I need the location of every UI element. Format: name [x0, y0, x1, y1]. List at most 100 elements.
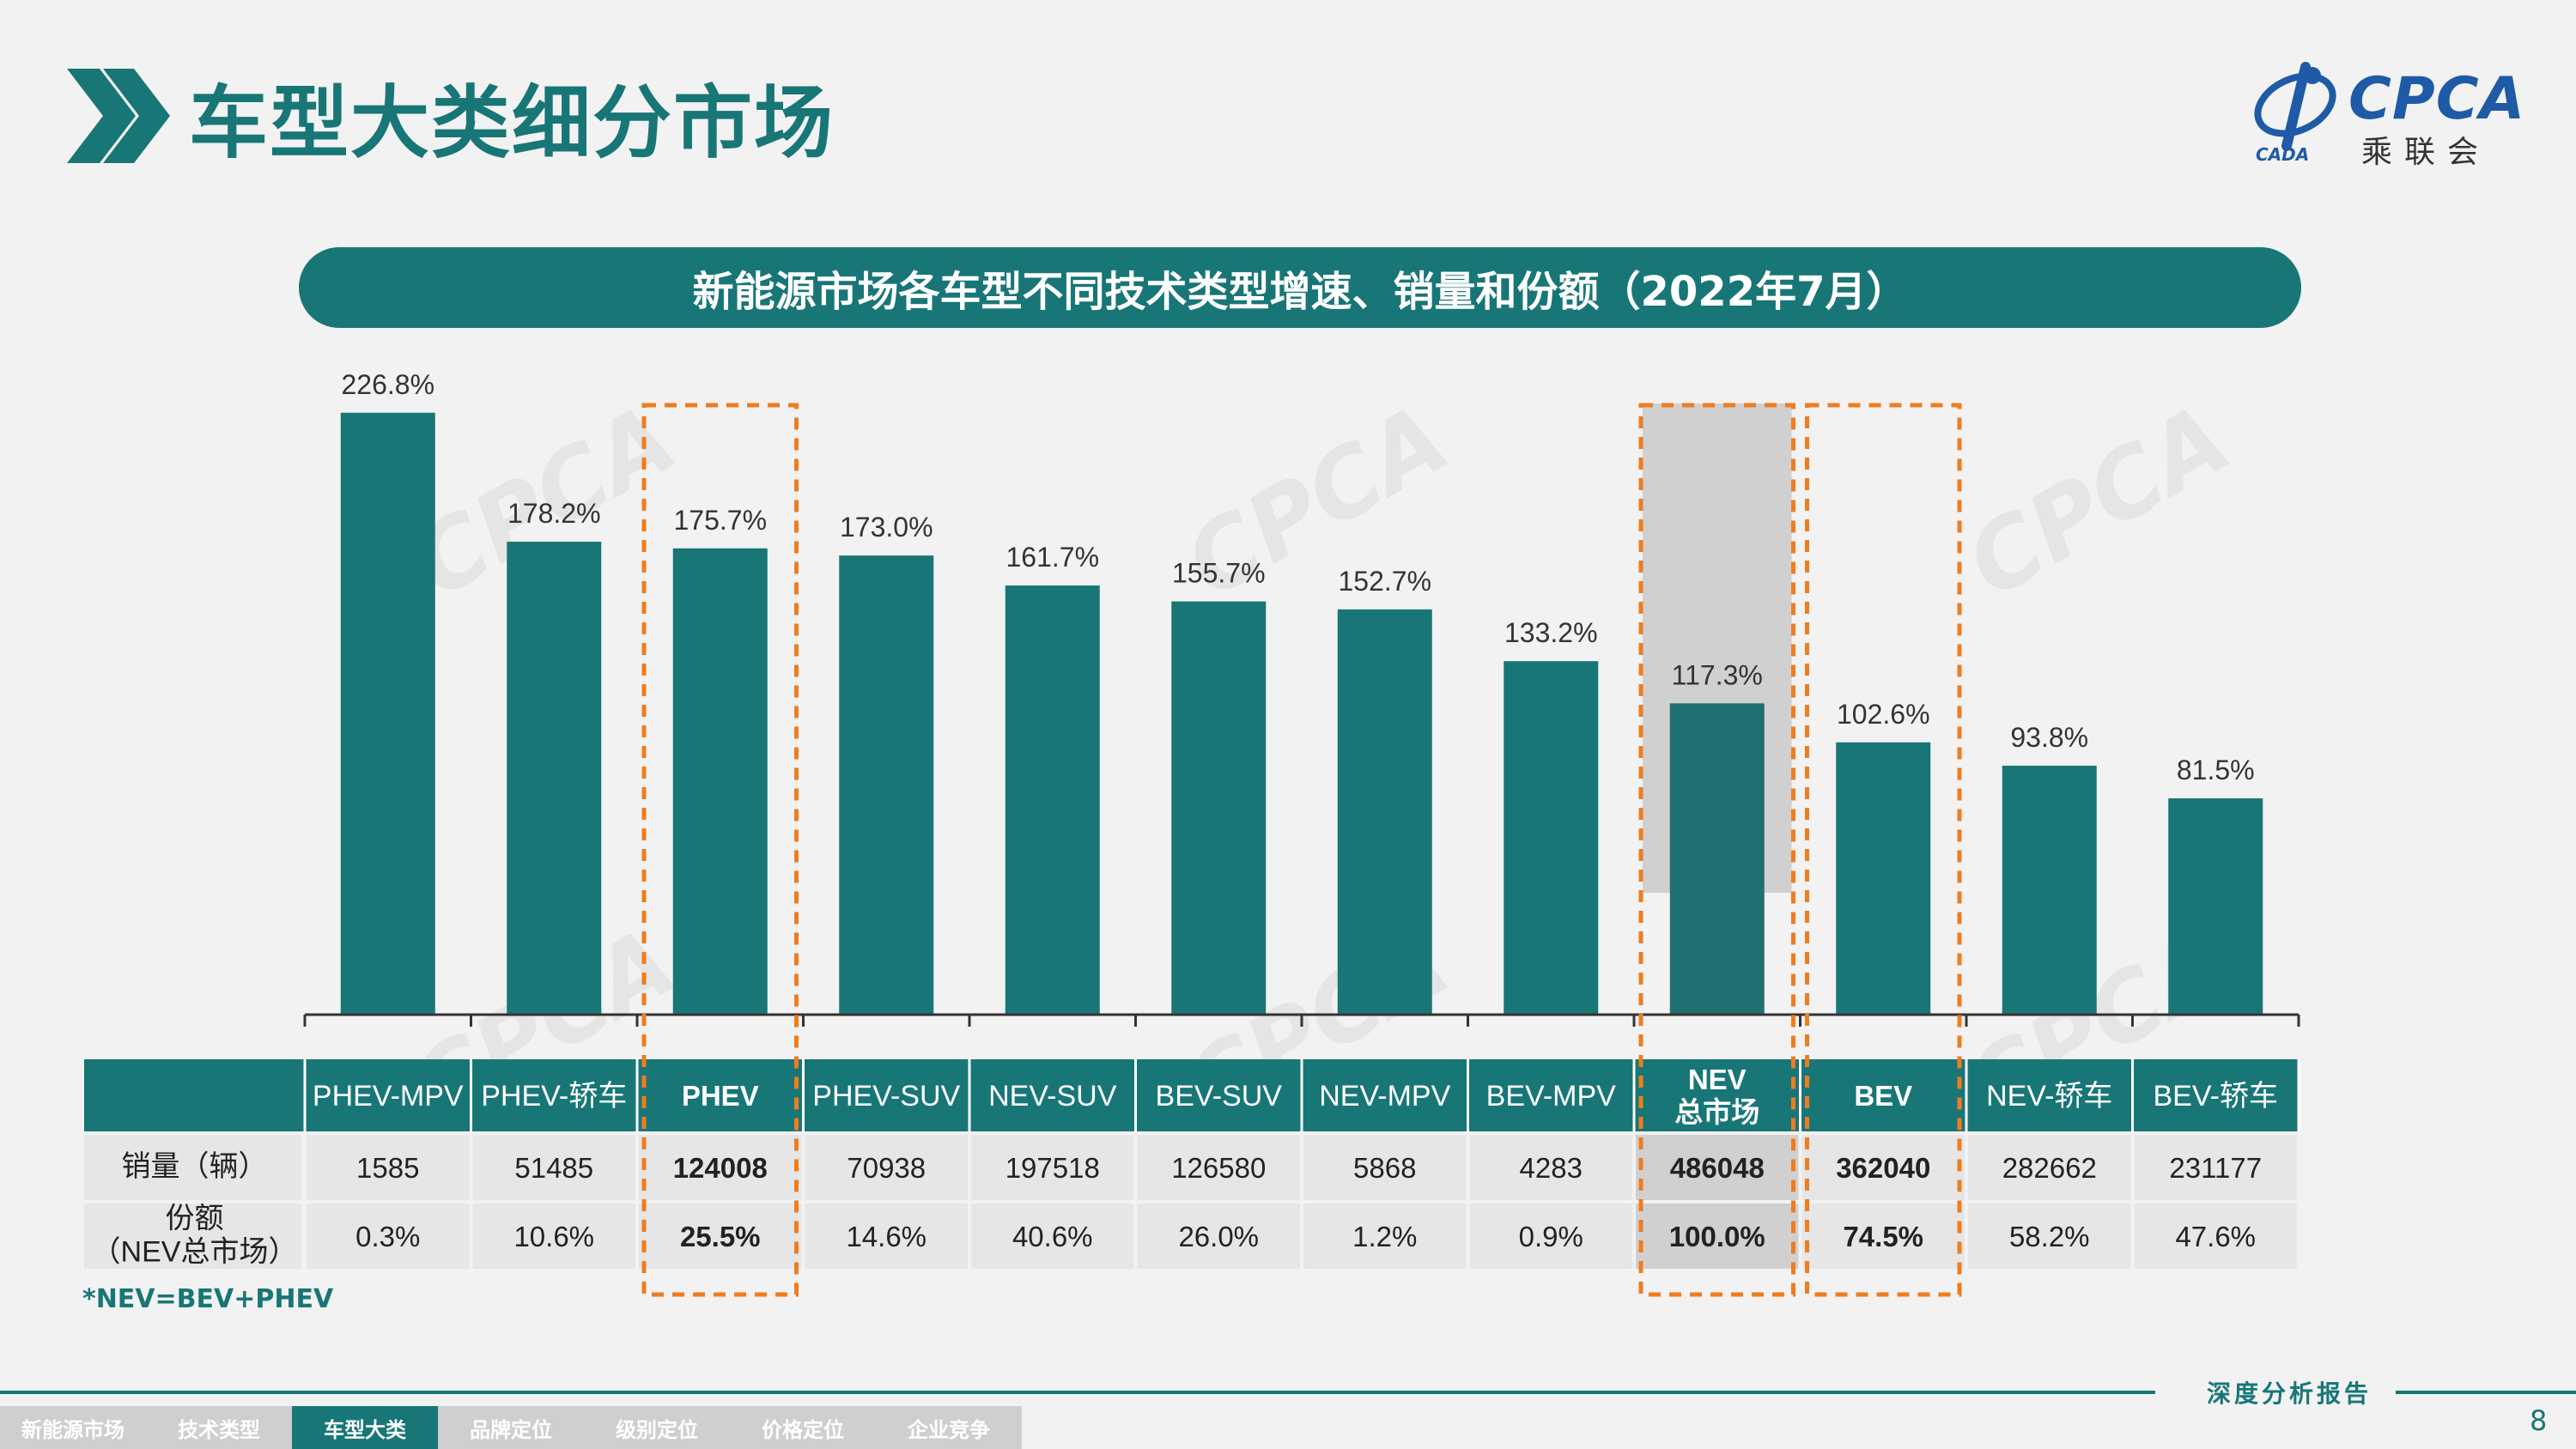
bar [2002, 766, 2097, 1015]
table-header-cell: PHEV-SUV [812, 1080, 960, 1113]
table-cell-bg [307, 1203, 470, 1269]
page-header: 车型大类细分市场 [67, 60, 835, 172]
table-cell: 0.3% [355, 1221, 420, 1252]
bar [839, 555, 934, 1015]
table-cell-bg [1303, 1203, 1467, 1269]
table-header-cell: NEV-SUV [988, 1080, 1117, 1113]
table-cell-bg [1137, 1135, 1300, 1200]
bar-value-label: 133.2% [1504, 617, 1598, 648]
footer-rule-right [2396, 1391, 2576, 1394]
table-cell: 0.9% [1519, 1221, 1583, 1252]
bar [1669, 703, 1765, 1015]
bar [672, 548, 768, 1015]
bar-value-label: 175.7% [673, 505, 767, 536]
bar [1171, 601, 1267, 1015]
table-cell: 10.6% [513, 1221, 594, 1252]
table-cell-bg [971, 1135, 1134, 1200]
table-cell-bg [1636, 1203, 1799, 1269]
table-cell: 40.6% [1012, 1221, 1093, 1252]
nav-item-4[interactable]: 级别定位 [584, 1406, 730, 1449]
table-cell: 25.5% [680, 1221, 761, 1252]
table-row-label: 销量（辆） [122, 1150, 268, 1183]
bar-value-label: 152.7% [1338, 566, 1431, 597]
table-header-cell: NEV-轿车 [1986, 1080, 2112, 1113]
nav-item-1[interactable]: 技术类型 [146, 1406, 292, 1449]
logo-sub: 乘联会 [2361, 135, 2491, 170]
table-cell-bg [1303, 1135, 1467, 1200]
table-cell-bg [472, 1203, 635, 1269]
table-cell: 126580 [1171, 1152, 1266, 1184]
section-nav: 新能源市场 技术类型 车型大类 品牌定位 级别定位 价格定位 企业竞争 [0, 1406, 1022, 1449]
table-header-cell: BEV-轿车 [2154, 1080, 2278, 1113]
bar [340, 412, 435, 1015]
logo-small: CADA [2256, 144, 2310, 165]
table-cell-bg [1801, 1135, 1965, 1200]
cpca-emblem-icon [2254, 62, 2336, 151]
table-cell: 58.2% [2009, 1221, 2090, 1252]
table-cell: 282662 [2002, 1152, 2097, 1184]
table-header-cell: PHEV [682, 1080, 759, 1112]
table-header-cell: BEV-SUV [1156, 1080, 1283, 1113]
table-cell-bg [1968, 1203, 2131, 1269]
page-number: 8 [2530, 1404, 2548, 1437]
table-header-cell: BEV [1854, 1080, 1912, 1112]
table-cell: 486048 [1670, 1152, 1765, 1184]
cpca-logo: CPCA 乘联会 CADA [2245, 60, 2537, 172]
nav-item-2[interactable]: 车型大类 [292, 1406, 438, 1449]
bar-value-label: 178.2% [507, 498, 601, 529]
table-cell-bg [805, 1203, 968, 1269]
nav-item-5[interactable]: 价格定位 [730, 1406, 876, 1449]
table-cell: 14.6% [846, 1221, 927, 1252]
table-cell: 231177 [2169, 1152, 2262, 1184]
table-row-label: 份额（NEV总市场） [92, 1202, 298, 1268]
bar-value-label: 81.5% [2177, 755, 2255, 785]
table-header-cell: PHEV-轿车 [481, 1080, 627, 1113]
table-cell: 51485 [514, 1152, 593, 1184]
highlight-box [1638, 403, 1795, 1297]
footer-rule-left [0, 1391, 2155, 1394]
table-header-cell: PHEV-MPV [313, 1080, 464, 1113]
table-cell: 197518 [1005, 1152, 1100, 1184]
table-header [84, 1059, 2299, 1131]
table-cell-bg [1137, 1203, 1300, 1269]
table-header-cell: NEV-MPV [1319, 1080, 1450, 1113]
bar-value-label: 161.7% [1005, 542, 1099, 573]
table-row-label-bg [84, 1135, 301, 1200]
bar [1504, 661, 1599, 1015]
bar-value-label: 155.7% [1172, 558, 1266, 589]
bar-value-label: 102.6% [1837, 699, 1930, 730]
table-cell-bg [971, 1203, 1134, 1269]
bar-value-label: 173.0% [840, 512, 933, 543]
table-cell: 100.0% [1669, 1221, 1765, 1252]
table-cell-bg [1469, 1135, 1632, 1200]
table-cell: 5868 [1353, 1152, 1416, 1184]
report-label: 深度分析报告 [2207, 1379, 2372, 1408]
bar [1836, 742, 1931, 1015]
bar [1005, 585, 1100, 1015]
table-header-cell: NEV 总市场 [1674, 1064, 1759, 1128]
nav-item-3[interactable]: 品牌定位 [438, 1406, 584, 1449]
bar [1337, 609, 1432, 1015]
table-cell-bg [472, 1135, 635, 1200]
table-cell-bg [639, 1135, 802, 1200]
table-cell: 124008 [673, 1152, 768, 1184]
table-cell-bg [639, 1203, 802, 1269]
highlight-box [1805, 403, 1962, 1297]
double-chevron-icon [67, 69, 170, 163]
table-row-label-bg [84, 1203, 301, 1269]
table-cell: 1585 [356, 1152, 419, 1184]
bar [2168, 798, 2263, 1015]
bar [507, 542, 602, 1015]
table-cell-bg [805, 1135, 968, 1200]
page-title: 车型大类细分市场 [189, 76, 835, 169]
nav-item-6[interactable]: 企业竞争 [876, 1406, 1022, 1449]
bar-value-label: 93.8% [2010, 722, 2088, 753]
table-cell: 47.6% [2175, 1221, 2256, 1252]
table-cell: 74.5% [1843, 1221, 1923, 1252]
nav-item-0[interactable]: 新能源市场 [0, 1406, 146, 1449]
highlight-box [641, 403, 799, 1297]
table-cell: 1.2% [1352, 1221, 1417, 1252]
table-cell: 70938 [847, 1152, 926, 1184]
table-cell-bg [2134, 1135, 2297, 1200]
